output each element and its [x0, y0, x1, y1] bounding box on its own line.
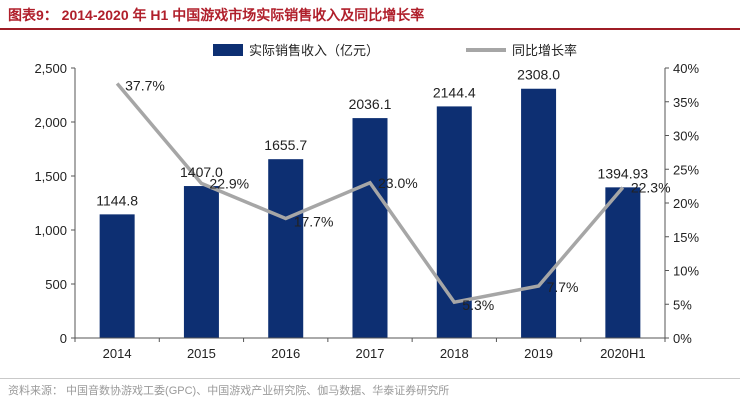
- bar-revenue: [183, 186, 219, 338]
- figure-title: 图表9： 2014-2020 年 H1 中国游戏市场实际销售收入及同比增长率: [8, 7, 425, 23]
- bar-value-label: 2308.0: [517, 67, 560, 83]
- x-axis-tick-label: 2020H1: [600, 346, 646, 361]
- source-note: 资料来源： 中国音数协游戏工委(GPC)、中国游戏产业研究院、伽马数据、华泰证券…: [8, 385, 450, 397]
- bar-value-label: 2036.1: [349, 96, 392, 112]
- growth-rate-line: [115, 82, 625, 305]
- combo-chart: 实际销售收入（亿元） 同比增长率 0 500 1,000 1,500 2,000 2,500 0…: [34, 43, 699, 361]
- x-axis-tick-label: 2014: [103, 346, 132, 361]
- x-axis-tick-label: 2018: [440, 346, 469, 361]
- left-axis-tick-label: 0: [60, 331, 67, 346]
- left-axis-tick-label: 1,500: [34, 169, 67, 184]
- x-axis-tick-label: 2019: [524, 346, 553, 361]
- right-axis-tick-label: 35%: [673, 95, 699, 110]
- bar-revenue: [605, 187, 641, 338]
- left-axis-tick-label: 2,500: [34, 61, 67, 76]
- right-axis-tick-label: 20%: [673, 196, 699, 211]
- bar-value-label: 1144.8: [96, 192, 138, 208]
- bar-revenue: [352, 118, 388, 338]
- legend-bar-swatch: [213, 44, 243, 56]
- x-axis-tick-label: 2016: [271, 346, 300, 361]
- right-axis-tick-label: 0%: [673, 331, 692, 346]
- bar-value-label: 1394.93: [598, 165, 649, 181]
- bar-revenue: [268, 159, 304, 338]
- line-value-label: 23.0%: [378, 175, 418, 191]
- legend-line-label: 同比增长率: [512, 43, 577, 58]
- line-value-label: 37.7%: [125, 78, 165, 94]
- line-value-label: 22.3%: [631, 179, 671, 195]
- right-axis-tick-label: 15%: [673, 230, 699, 245]
- left-axis-tick-label: 500: [45, 277, 67, 292]
- figure-header: 图表9： 2014-2020 年 H1 中国游戏市场实际销售收入及同比增长率: [0, 0, 740, 30]
- bar-value-label: 2144.4: [433, 84, 476, 100]
- bar-revenue: [99, 214, 135, 338]
- line-value-label: 5.3%: [462, 297, 494, 313]
- legend-bar-label: 实际销售收入（亿元）: [249, 43, 379, 58]
- left-axis-tick-label: 1,000: [34, 223, 67, 238]
- right-axis-tick-label: 40%: [673, 61, 699, 76]
- line-value-label: 22.9%: [209, 175, 249, 191]
- left-axis-tick-label: 2,000: [34, 115, 67, 130]
- bar-value-label: 1655.7: [264, 137, 307, 153]
- bar-value-label: 1407.0: [180, 164, 223, 180]
- right-axis-tick-label: 30%: [673, 129, 699, 144]
- line-value-label: 7.7%: [547, 279, 579, 295]
- right-axis-tick-label: 5%: [673, 297, 692, 312]
- bar-revenue: [521, 88, 557, 339]
- line-value-label: 17.7%: [294, 214, 334, 230]
- right-axis-tick-label: 10%: [673, 264, 699, 279]
- right-axis-tick-label: 25%: [673, 162, 699, 177]
- x-axis-tick-label: 2015: [187, 346, 216, 361]
- source-divider: [0, 378, 740, 379]
- x-axis-tick-label: 2017: [356, 346, 385, 361]
